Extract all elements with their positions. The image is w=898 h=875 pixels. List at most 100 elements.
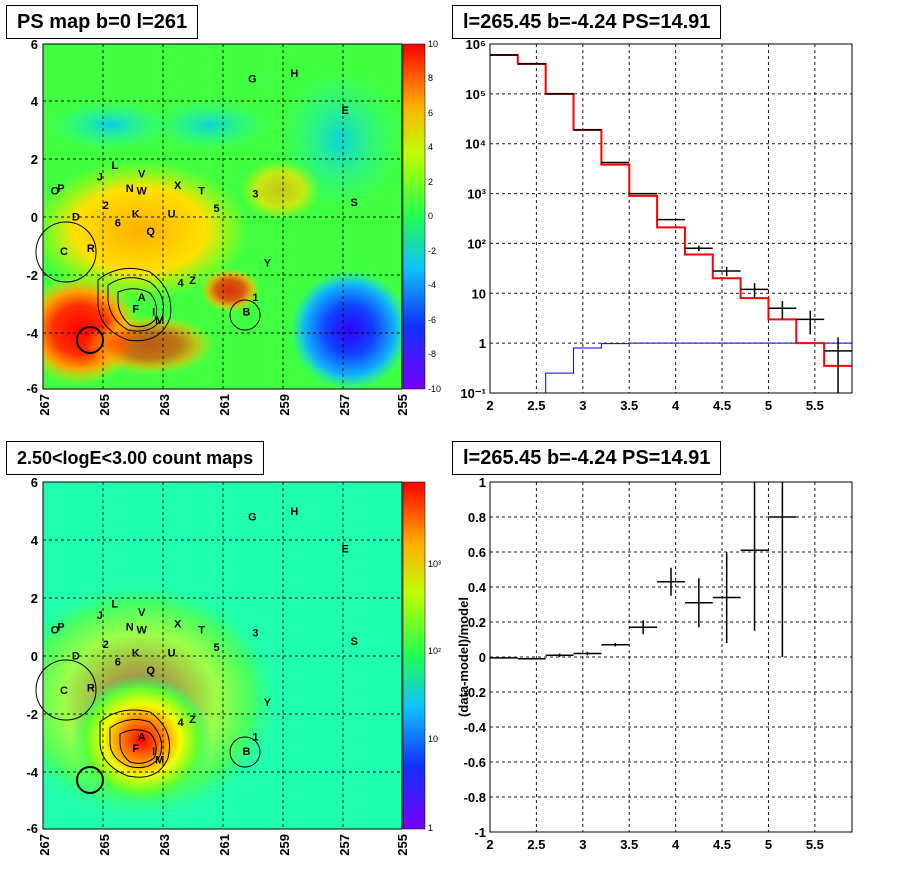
y-tick-label: -0.2 [464,685,486,700]
source-label: 4 [178,278,185,290]
svg-text:6: 6 [428,108,433,118]
x-tick-label: 259 [277,394,292,416]
svg-text:-2: -2 [428,246,436,256]
x-tick-label: 2.5 [527,398,545,413]
source-label: Y [264,258,272,270]
source-label: X [174,180,182,192]
source-label: V [138,607,146,619]
x-tick-label: 2 [486,398,493,413]
y-tick-label: 2 [31,591,38,606]
x-tick-label: 3.5 [620,398,638,413]
x-tick-label: 259 [277,834,292,856]
x-tick-label: 2.5 [527,837,545,852]
y-tick-label: 2 [31,152,38,167]
source-label: T [198,624,205,636]
y-tick-label: -4 [26,326,38,341]
residual-title: l=265.45 b=-4.24 PS=14.91 [452,441,722,475]
source-label: R [87,243,95,255]
source-label: H [290,506,298,518]
y-tick-label: 0.6 [468,545,486,560]
svg-text:-10: -10 [428,384,441,394]
source-label: 5 [213,642,219,654]
source-label: E [341,544,348,556]
svg-text:10³: 10³ [428,559,441,569]
source-label: O [51,624,60,636]
x-tick-label: 255 [395,834,410,856]
source-label: Z [189,275,196,287]
source-label: G [248,74,257,86]
x-tick-label: 5.5 [806,398,824,413]
source-label: 2 [103,200,109,212]
count-map-y-ticks: 6 4 2 0 -2 -4 -6 [26,475,38,836]
source-label: H [290,68,298,80]
x-tick-label: 265 [97,394,112,416]
svg-text:10: 10 [428,734,438,744]
source-label: P [57,183,64,195]
residual-plot: 2 2.5 3 3.5 4 4.5 5 5.5 1 0.8 0.6 0.4 0.2 0 -0.2 -0.4 -0… [456,475,853,852]
y-tick-label: -4 [26,765,38,780]
y-tick-label: 0 [31,210,38,225]
y-tick-label: -0.6 [464,755,486,770]
x-tick-label: 5 [765,837,772,852]
source-label: D [72,651,80,663]
source-label: S [350,636,357,648]
svg-text:10: 10 [428,39,438,49]
source-model-line [490,342,852,394]
spectrum-title: l=265.45 b=-4.24 PS=14.91 [452,5,722,39]
svg-text:2: 2 [428,177,433,187]
y-tick-label: 1 [479,336,486,351]
svg-text:1: 1 [428,823,433,833]
count-map-x-ticks: 267 265 263 261 259 257 255 [37,834,410,856]
count-map-title: 2.50<logE<3.00 count maps [6,441,265,475]
source-label: M [155,315,164,327]
svg-text:4: 4 [428,142,433,152]
residual-ticks: 2 2.5 3 3.5 4 4.5 5 5.5 1 0.8 0.6 0.4 0.2 0 -0.2 -0.4 -0… [464,475,824,852]
source-label: I [152,746,155,758]
y-tick-label: -2 [26,268,38,283]
source-label: 4 [178,717,185,729]
y-tick-label: 4 [31,94,39,109]
ps-map-heat [43,44,402,389]
y-tick-label: 6 [31,37,38,52]
y-tick-label: 10⁴ [465,137,486,152]
source-label: B [242,746,250,758]
x-tick-label: 4 [672,398,680,413]
svg-text:10²: 10² [428,646,441,656]
x-tick-label: 4.5 [713,398,731,413]
svg-text:8: 8 [428,73,433,83]
source-label: 2 [103,639,109,651]
y-tick-label: 0 [31,649,38,664]
spectrum-ticks: 2 2.5 3 3.5 4 4.5 5 5.5 10⁻¹ 1 10 10² 10³ 10⁴ 10⁵ 10⁶ [460,37,824,413]
x-tick-label: 261 [217,834,232,856]
svg-text:0: 0 [428,211,433,221]
source-label: 1 [252,731,258,743]
y-tick-label: -0.8 [464,790,486,805]
source-label: B [242,306,250,318]
source-label: J [97,171,103,183]
source-label: K [132,209,140,221]
x-tick-label: 263 [157,394,172,416]
source-label: N [126,183,134,195]
residual-grid [490,482,852,832]
x-tick-label: 265 [97,834,112,856]
y-tick-label: 0.8 [468,510,486,525]
source-label: Q [146,665,155,677]
source-label: A [138,731,146,743]
y-tick-label: 10⁵ [465,87,486,102]
source-label: I [152,306,155,318]
source-label: 3 [252,627,258,639]
x-tick-label: 5.5 [806,837,824,852]
source-label: C [60,685,68,697]
source-label: Y [264,697,272,709]
x-tick-label: 4.5 [713,837,731,852]
x-tick-label: 257 [337,394,352,416]
y-tick-label: 0.4 [468,580,487,595]
source-label: M [155,755,164,767]
ps-map-source-labels: G H E LJ VN W X T 3 OP 2 5 S D 6K U Q C R Y 4 Z AF IM 1B [51,68,358,327]
x-tick-label: 263 [157,834,172,856]
x-tick-label: 3 [579,398,586,413]
x-tick-label: 267 [37,834,52,856]
source-label: R [87,682,95,694]
source-label: F [132,304,139,316]
